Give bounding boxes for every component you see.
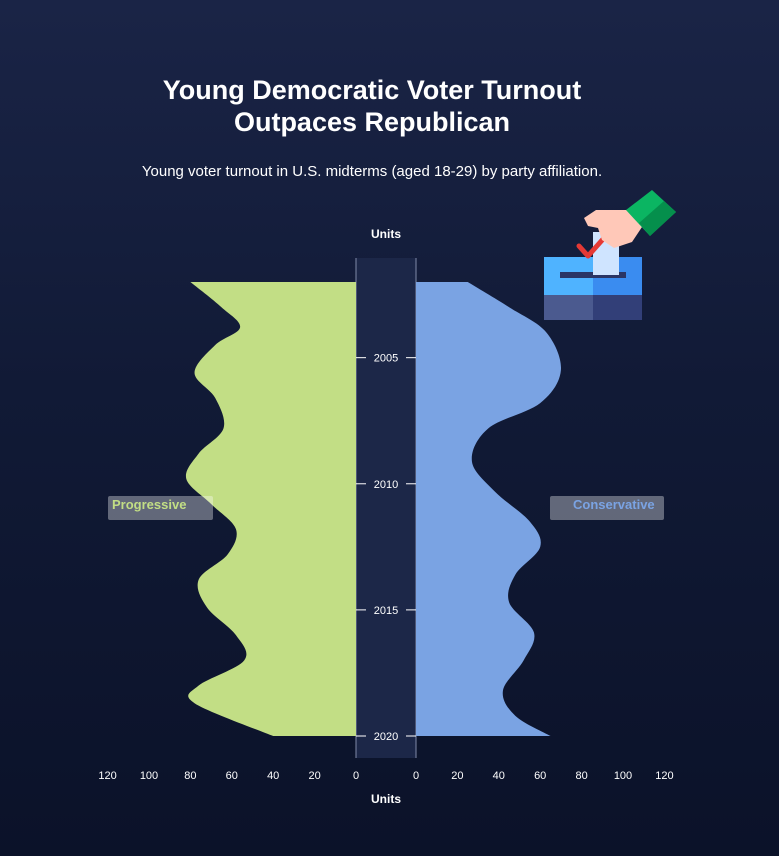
y-tick-label: 2020: [374, 731, 398, 743]
x-tick-label-right: 100: [614, 770, 632, 782]
axis-title-bottom: Units: [371, 792, 401, 806]
y-tick-label: 2005: [374, 353, 398, 365]
legend-progressive-label: Progressive: [112, 497, 186, 512]
area-progressive: [185, 282, 356, 736]
x-tick-label-left: 120: [98, 770, 116, 782]
y-tick-label: 2015: [374, 605, 398, 617]
y-tick-label: 2010: [374, 479, 398, 491]
chart-title-line1: Young Democratic Voter Turnout: [162, 75, 582, 105]
y-axis: 2005 2010 2015 2020: [356, 353, 416, 743]
x-tick-label-left: 80: [184, 770, 196, 782]
chart-title: Young Democratic Voter Turnout Outpaces …: [0, 74, 744, 138]
area-conservative: [416, 282, 562, 736]
x-tick-label-right: 120: [655, 770, 673, 782]
x-tick-label-left: 40: [267, 770, 279, 782]
center-band-rect: [356, 258, 416, 758]
legend: Progressive Conservative: [108, 496, 664, 520]
area-series: [185, 282, 562, 736]
x-tick-label-right: 60: [534, 770, 546, 782]
x-tick-label-left: 100: [140, 770, 158, 782]
x-tick-label-right: 40: [493, 770, 505, 782]
legend-progressive-bg: [108, 496, 213, 520]
x-tick-label-left: 0: [353, 770, 359, 782]
axis-title-top: Units: [371, 227, 401, 241]
legend-conservative-label: Conservative: [573, 497, 655, 512]
x-tick-label-right: 0: [413, 770, 419, 782]
chart-title-line2: Outpaces Republican: [233, 107, 511, 137]
center-band: [355, 258, 417, 758]
x-tick-label-left: 20: [308, 770, 320, 782]
x-tick-label-left: 60: [226, 770, 238, 782]
legend-conservative-bg: [550, 496, 664, 520]
x-tick-label-right: 20: [451, 770, 463, 782]
x-tick-label-right: 80: [575, 770, 587, 782]
chart-subtitle: Young voter turnout in U.S. midterms (ag…: [141, 163, 603, 180]
ballot-box-icon: [544, 190, 676, 320]
